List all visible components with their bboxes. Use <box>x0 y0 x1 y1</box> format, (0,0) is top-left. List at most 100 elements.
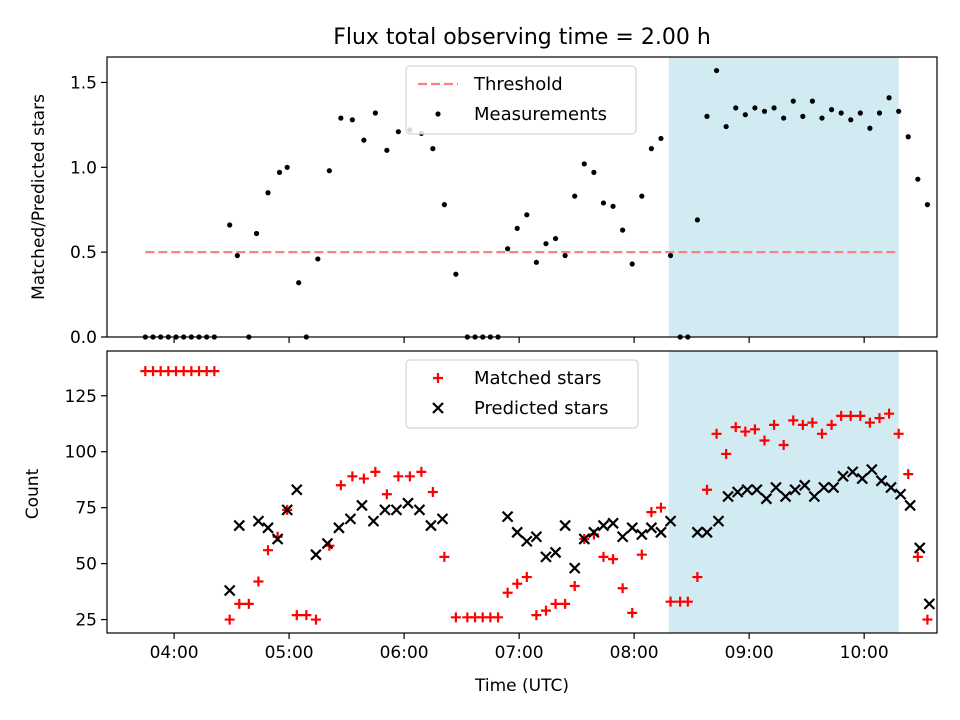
data-point <box>788 415 799 426</box>
top-y-axis-label: Matched/Predicted stars <box>29 94 49 300</box>
data-point <box>543 241 549 247</box>
legend-marker <box>433 373 443 383</box>
data-point <box>884 408 895 419</box>
data-point <box>771 105 777 111</box>
data-point <box>402 497 414 509</box>
data-point <box>845 410 856 421</box>
data-point <box>531 610 542 621</box>
x-tick-label: 09:00 <box>725 643 774 663</box>
data-point <box>665 596 676 607</box>
data-point <box>875 475 888 487</box>
data-point <box>741 483 754 496</box>
data-point <box>581 161 587 167</box>
data-point <box>276 169 283 175</box>
data-point <box>896 108 902 114</box>
data-point <box>439 551 450 562</box>
y-tick-label: 0.0 <box>70 328 97 348</box>
data-point <box>284 164 290 170</box>
data-point <box>600 200 607 206</box>
data-point <box>281 504 293 516</box>
data-point <box>742 112 748 118</box>
data-point <box>627 607 638 618</box>
data-point <box>838 110 844 116</box>
data-point <box>740 426 751 437</box>
y-tick-label: 25 <box>75 611 97 631</box>
data-point <box>790 98 796 104</box>
data-point <box>381 489 392 500</box>
y-tick-label: 100 <box>65 443 97 463</box>
data-point <box>751 483 763 496</box>
data-point <box>636 528 648 541</box>
data-point <box>521 572 532 583</box>
legend-marker <box>432 402 444 414</box>
data-point <box>731 486 744 498</box>
data-point <box>923 598 936 610</box>
data-point <box>598 551 609 562</box>
data-point <box>692 572 703 583</box>
bottom-y-axis-label: Count <box>23 468 43 519</box>
data-point <box>723 123 729 130</box>
data-point <box>922 614 933 625</box>
data-point <box>502 587 513 598</box>
data-point <box>441 202 447 208</box>
y-tick-label: 50 <box>75 555 97 575</box>
data-point <box>234 598 245 609</box>
data-point <box>904 499 916 512</box>
data-point <box>315 256 321 262</box>
data-point <box>694 217 700 223</box>
chart-title: Flux total observing time = 2.00 h <box>333 25 711 50</box>
data-point <box>326 168 332 174</box>
data-point <box>521 535 533 548</box>
y-tick-label: 1.5 <box>70 73 97 93</box>
data-point <box>655 526 667 539</box>
data-point <box>562 252 568 259</box>
highlight-span <box>668 57 899 337</box>
data-point <box>530 530 543 543</box>
data-point <box>234 252 240 259</box>
data-point <box>514 225 520 231</box>
x-tick-label: 07:00 <box>495 643 544 663</box>
data-point <box>425 519 437 532</box>
data-point <box>223 584 236 597</box>
data-point <box>704 113 710 119</box>
data-point <box>759 435 770 446</box>
data-point <box>291 610 302 621</box>
data-point <box>760 492 773 505</box>
data-point <box>209 366 220 377</box>
data-point <box>837 470 849 483</box>
data-point <box>607 517 619 530</box>
data-point <box>393 471 404 482</box>
data-point <box>568 562 581 574</box>
data-point <box>436 513 449 525</box>
data-point <box>550 598 561 609</box>
data-point <box>752 105 758 111</box>
data-point <box>836 410 847 421</box>
data-point <box>781 115 787 121</box>
data-point <box>333 522 345 534</box>
data-point <box>296 280 302 286</box>
data-point <box>370 466 381 477</box>
data-point <box>310 548 322 561</box>
legend-box <box>405 359 639 429</box>
data-point <box>646 507 657 518</box>
data-point <box>372 110 378 116</box>
data-point <box>779 490 792 503</box>
data-point <box>597 519 610 532</box>
plot-frame <box>106 350 938 634</box>
data-point <box>430 146 436 152</box>
data-point <box>915 176 921 182</box>
data-point <box>827 481 840 494</box>
data-point <box>713 67 720 74</box>
data-point <box>358 473 369 484</box>
data-point <box>866 463 878 476</box>
data-point <box>549 546 562 559</box>
data-point <box>262 522 274 534</box>
data-point <box>493 612 504 623</box>
series-predicted-stars <box>223 463 936 610</box>
legend-label: Matched stars <box>474 368 601 389</box>
data-point <box>798 479 811 492</box>
data-point <box>347 471 358 482</box>
data-point <box>450 612 461 623</box>
data-point <box>864 417 875 428</box>
data-point <box>874 413 885 424</box>
